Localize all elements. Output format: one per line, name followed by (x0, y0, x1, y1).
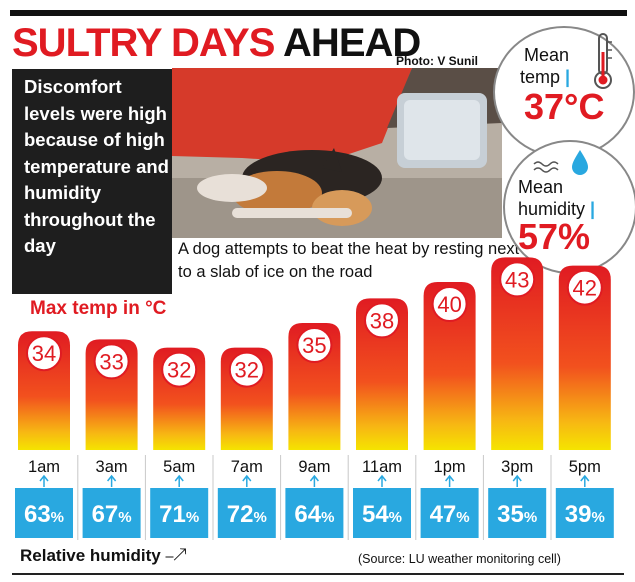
photo-credit: Photo: V Sunil (396, 54, 478, 68)
humidity-value-label: 39% (565, 501, 605, 528)
humidity-box-9am (285, 488, 344, 538)
humidity-value-label: 54% (362, 501, 402, 528)
bottom-rule (12, 573, 624, 575)
temp-label-circle-1am (26, 335, 62, 372)
humidity-box-5am (150, 488, 209, 538)
humidity-legend: Relative humidity ⎯↗ (20, 546, 186, 566)
temp-value-label: 38 (370, 308, 394, 333)
humidity-value-label: 47% (430, 501, 470, 528)
mean-temp-label-text: temp (520, 67, 561, 87)
humidity-value-label: 71% (159, 501, 199, 528)
humidity-box-5pm (555, 488, 614, 538)
temp-label-circle-7am (228, 351, 265, 388)
temp-bar-3pm (491, 257, 544, 450)
temp-value-label: 32 (167, 358, 191, 383)
humidity-value-label: 35% (497, 501, 537, 528)
humidity-box-11am (353, 488, 411, 538)
sidebar-text: Discomfort levels were high because of h… (24, 76, 169, 256)
sidebar-box (12, 69, 172, 294)
temp-value-label: 42 (573, 276, 597, 301)
tick-arrow-icon (107, 474, 117, 482)
time-tick-label: 11am (362, 458, 402, 476)
temp-value-label: 32 (235, 358, 259, 383)
mean-humidity-label-1: Mean (518, 177, 564, 197)
temp-value-label: 40 (437, 292, 461, 317)
temp-value-label: 35 (302, 333, 326, 358)
time-tick-label: 9am (298, 458, 330, 476)
tick-arrow-icon (174, 474, 184, 482)
mean-temp-label-1: Mean (524, 45, 570, 65)
tick-arrow-icon (309, 474, 319, 482)
time-tick-label: 5pm (569, 458, 601, 476)
tick-arrow-icon (445, 474, 455, 482)
mean-temp-value: 37°C (524, 86, 605, 127)
tick-arrow-icon (242, 474, 252, 482)
photo-caption: A dog attempts to beat the heat by resti… (178, 240, 520, 281)
humidity-value-label: 64% (294, 501, 334, 528)
humidity-box-7am (217, 488, 276, 538)
water-drop-icon (533, 150, 588, 175)
humidity-box-1am (15, 488, 73, 538)
humidity-box-3am (82, 488, 141, 538)
temp-label-circle-3am (93, 343, 130, 380)
arrow-icon: ⎯↗ (165, 548, 187, 565)
temp-value-label: 43 (505, 267, 529, 292)
photo-dog-on-ice (172, 68, 502, 238)
temp-label-circle-5am (161, 351, 198, 388)
top-rule (10, 10, 627, 16)
humidity-value-label: 63% (24, 501, 64, 528)
mean-humidity-value: 57% (518, 216, 591, 257)
temp-label-circle-9am (296, 327, 333, 363)
headline-part2: AHEAD (283, 21, 421, 65)
time-tick-label: 3pm (501, 458, 533, 476)
tick-arrow-icon (377, 474, 387, 482)
temp-label-circle-1pm (431, 286, 468, 322)
humidity-box-1pm (420, 488, 479, 538)
tick-arrow-icon (580, 474, 590, 482)
time-tick-label: 7am (231, 458, 263, 476)
mean-humidity-label-2: humidity | (518, 198, 595, 220)
mean-temp-label-2: temp | (520, 66, 570, 88)
separator: | (565, 67, 571, 87)
mean-humidity-circle (503, 140, 635, 274)
temp-label-circle-5pm (566, 269, 603, 306)
tick-arrow-icon (39, 474, 49, 482)
humidity-value-label: 72% (227, 501, 267, 528)
time-tick-label: 1pm (434, 458, 466, 476)
time-tick-label: 1am (28, 458, 60, 476)
temp-value-label: 33 (99, 349, 123, 374)
source-note: (Source: LU weather monitoring cell) (358, 552, 561, 566)
thermometer-icon (594, 33, 612, 89)
mean-humidity-label-text: humidity (518, 199, 586, 219)
headline: SULTRY DAYS AHEAD (12, 20, 421, 66)
time-tick-label: 5am (163, 458, 195, 476)
chart-title: Max temp in °C (30, 298, 167, 319)
time-tick-label: 3am (96, 458, 128, 476)
temp-bar-5pm (558, 265, 611, 450)
temp-value-label: 34 (32, 341, 56, 366)
temp-label-circle-3pm (499, 261, 536, 298)
humidity-value-label: 67% (92, 501, 132, 528)
mean-temp-circle (493, 26, 635, 158)
humidity-box-3pm (488, 488, 547, 538)
headline-part1: SULTRY DAYS (12, 21, 275, 65)
tick-arrow-icon (512, 474, 522, 482)
separator: | (590, 199, 596, 219)
humidity-legend-text: Relative humidity (20, 546, 161, 565)
temp-bar-1pm (423, 282, 476, 450)
temp-label-circle-11am (364, 302, 400, 339)
temp-bar-11am (356, 298, 408, 450)
